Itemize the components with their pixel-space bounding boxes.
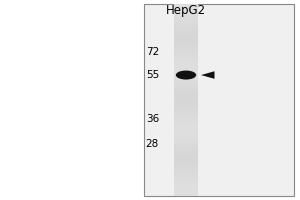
Bar: [174, 102, 198, 105]
Bar: [174, 50, 198, 52]
Bar: [144, 4, 294, 196]
Ellipse shape: [176, 71, 196, 80]
Polygon shape: [201, 71, 214, 79]
Bar: [174, 138, 198, 141]
Bar: [174, 74, 198, 76]
Bar: [174, 64, 198, 66]
Bar: [174, 136, 198, 138]
Bar: [174, 167, 198, 170]
Bar: [174, 86, 198, 88]
Text: 55: 55: [146, 70, 159, 80]
Bar: [174, 11, 198, 14]
Bar: [174, 105, 198, 107]
Text: HepG2: HepG2: [166, 4, 206, 17]
Bar: [174, 162, 198, 165]
Bar: [174, 146, 198, 148]
Bar: [174, 191, 198, 194]
Bar: [174, 38, 198, 40]
Bar: [174, 28, 198, 30]
Bar: [174, 184, 198, 186]
Bar: [174, 45, 198, 47]
Bar: [174, 148, 198, 150]
Bar: [174, 124, 198, 126]
Bar: [174, 42, 198, 45]
Bar: [174, 16, 198, 18]
Bar: [174, 76, 198, 78]
Bar: [174, 71, 198, 74]
Bar: [174, 69, 198, 71]
Bar: [174, 21, 198, 23]
Bar: [174, 33, 198, 35]
Bar: [174, 194, 198, 196]
Bar: [174, 126, 198, 129]
Bar: [174, 174, 198, 177]
Bar: [174, 35, 198, 38]
Bar: [174, 107, 198, 110]
Bar: [174, 30, 198, 33]
Bar: [174, 165, 198, 167]
Bar: [174, 179, 198, 182]
Bar: [174, 62, 198, 64]
Bar: [174, 112, 198, 114]
Bar: [174, 170, 198, 172]
Bar: [174, 189, 198, 191]
Bar: [174, 23, 198, 26]
Bar: [174, 158, 198, 160]
Bar: [174, 78, 198, 81]
Bar: [174, 90, 198, 93]
Text: 72: 72: [146, 47, 159, 57]
Bar: [174, 114, 198, 117]
Bar: [174, 119, 198, 122]
Text: 36: 36: [146, 114, 159, 124]
Bar: [174, 59, 198, 62]
Bar: [174, 81, 198, 83]
Bar: [174, 83, 198, 86]
Bar: [174, 4, 198, 6]
Bar: [174, 100, 198, 102]
Bar: [174, 153, 198, 155]
Bar: [174, 177, 198, 179]
Bar: [174, 9, 198, 11]
Bar: [174, 66, 198, 69]
Bar: [174, 186, 198, 189]
Bar: [174, 54, 198, 57]
Bar: [174, 110, 198, 112]
Bar: [174, 18, 198, 21]
Bar: [174, 98, 198, 100]
Bar: [174, 88, 198, 90]
Bar: [174, 122, 198, 124]
Bar: [174, 172, 198, 174]
Bar: [174, 47, 198, 50]
Bar: [174, 155, 198, 158]
Bar: [174, 134, 198, 136]
Bar: [174, 6, 198, 9]
Bar: [174, 57, 198, 59]
Bar: [174, 150, 198, 153]
Bar: [174, 131, 198, 134]
Text: 28: 28: [146, 139, 159, 149]
Bar: [174, 93, 198, 95]
Bar: [174, 182, 198, 184]
Bar: [174, 52, 198, 54]
Bar: [174, 40, 198, 42]
Bar: [174, 95, 198, 98]
Bar: [174, 160, 198, 162]
Bar: [174, 117, 198, 119]
Bar: [174, 14, 198, 16]
Bar: [174, 141, 198, 143]
Bar: [174, 4, 198, 196]
Bar: [174, 129, 198, 131]
Bar: [174, 26, 198, 28]
Bar: [174, 143, 198, 146]
